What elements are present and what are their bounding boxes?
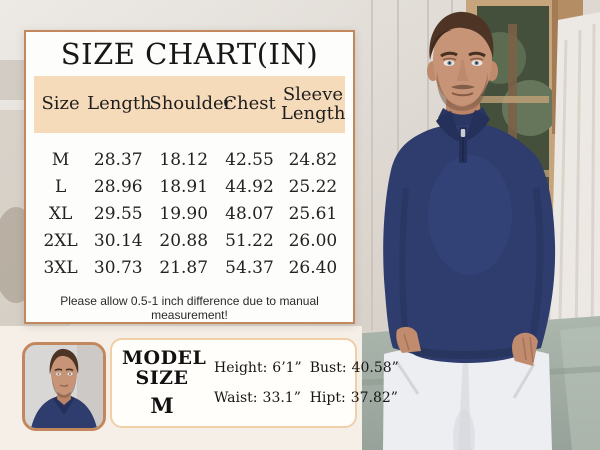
- table-header-row: Size Length Shoulder Chest Sleeve Length: [34, 76, 345, 133]
- measure-hipt: Hipt: 37.82”: [310, 390, 399, 406]
- cell-chest: 48.07: [225, 203, 274, 224]
- size-chart-card: SIZE CHART(IN) Size Length Shoulder Ches…: [24, 30, 355, 324]
- table-row: 2XL 30.14 20.88 51.22 26.00: [34, 227, 345, 254]
- cell-length: 30.14: [93, 230, 143, 251]
- measure-value: 37.82”: [350, 390, 398, 406]
- cell-chest: 51.22: [225, 230, 274, 251]
- cell-sleeve: 26.00: [288, 230, 338, 251]
- model-thumbnail: [22, 342, 106, 431]
- cell-size: 3XL: [43, 257, 78, 278]
- measure-height: Height: 6’1”: [214, 360, 302, 376]
- header-sleeve-length: Sleeve Length: [280, 83, 346, 124]
- cell-size: M: [51, 149, 70, 170]
- measure-label: Bust:: [309, 360, 347, 376]
- cell-length: 29.55: [93, 203, 143, 224]
- cell-sleeve: 25.22: [288, 176, 338, 197]
- cell-shoulder: 21.87: [159, 257, 209, 278]
- cell-size: L: [54, 176, 67, 197]
- measure-value: 6’1”: [272, 360, 302, 376]
- cell-chest: 42.55: [225, 149, 274, 170]
- cell-length: 28.96: [93, 176, 143, 197]
- measure-waist: Waist: 33.1”: [214, 390, 302, 406]
- model-label-line2: SIZE: [135, 367, 189, 389]
- table-row: XL 29.55 19.90 48.07 25.61: [34, 200, 345, 227]
- cell-size: 2XL: [43, 230, 78, 251]
- cell-sleeve: 25.61: [288, 203, 338, 224]
- cell-shoulder: 18.12: [159, 149, 209, 170]
- measure-value: 33.1”: [262, 390, 301, 406]
- cell-chest: 44.92: [225, 176, 274, 197]
- measure-value: 40.58”: [351, 360, 399, 376]
- table-row: L 28.96 18.91 44.92 25.22: [34, 173, 345, 200]
- model-thumbnail-portrait: [25, 345, 103, 428]
- cell-shoulder: 20.88: [159, 230, 209, 251]
- header-size: Size: [41, 93, 80, 115]
- model-size-box: MODEL SIZE M Height: 6’1” Bust: 40.58” W…: [110, 338, 399, 428]
- measure-label: Height:: [214, 360, 268, 376]
- cell-shoulder: 19.90: [159, 203, 209, 224]
- model-size-value: M: [150, 393, 174, 418]
- cell-chest: 54.37: [225, 257, 274, 278]
- table-body: M 28.37 18.12 42.55 24.82 L 28.96 18.91 …: [26, 146, 353, 281]
- header-shoulder: Shoulder: [149, 93, 233, 115]
- table-row: 3XL 30.73 21.87 54.37 26.40: [34, 254, 345, 281]
- cell-sleeve: 24.82: [288, 149, 338, 170]
- cell-size: XL: [48, 203, 73, 224]
- size-chart-title: SIZE CHART(IN): [60, 37, 319, 71]
- model-label-line1: MODEL: [122, 347, 207, 369]
- measure-label: Waist:: [214, 390, 258, 406]
- cell-shoulder: 18.91: [159, 176, 209, 197]
- header-length: Length: [87, 93, 152, 115]
- cell-length: 28.37: [93, 149, 143, 170]
- header-chest: Chest: [223, 93, 276, 115]
- measurement-note: Please allow 0.5-1 inch difference due t…: [60, 294, 319, 322]
- table-row: M 28.37 18.12 42.55 24.82: [34, 146, 345, 173]
- cell-length: 30.73: [93, 257, 143, 278]
- measure-label: Hipt:: [309, 390, 346, 406]
- measure-bust: Bust: 40.58”: [310, 360, 399, 376]
- model-size-label: MODEL SIZE M: [122, 347, 207, 418]
- model-measurements: Height: 6’1” Bust: 40.58” Waist: 33.1” H…: [214, 360, 399, 406]
- cell-sleeve: 26.40: [288, 257, 338, 278]
